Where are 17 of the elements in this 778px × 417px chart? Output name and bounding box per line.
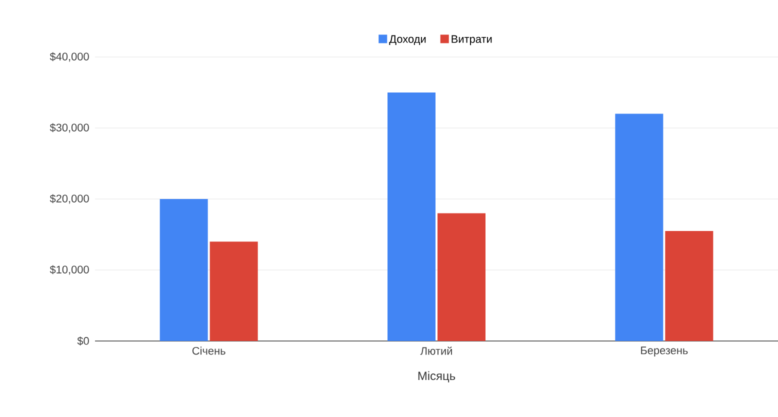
y-tick-label: $20,000 bbox=[50, 194, 89, 204]
bar bbox=[615, 114, 664, 341]
bar bbox=[438, 213, 486, 341]
y-tick-label: $0 bbox=[77, 336, 89, 346]
y-tick-label: $10,000 bbox=[50, 265, 89, 275]
bar bbox=[210, 242, 258, 341]
bar bbox=[160, 199, 208, 341]
y-tick-label: $40,000 bbox=[50, 52, 89, 62]
bar bbox=[665, 230, 714, 341]
x-tick-label: Березень bbox=[641, 346, 688, 356]
x-axis-title: Місяць bbox=[418, 371, 456, 382]
x-tick-label: Січень bbox=[192, 346, 226, 355]
y-tick-label: $30,000 bbox=[50, 123, 89, 133]
legend-label: Доходи bbox=[389, 35, 426, 45]
bar bbox=[388, 92, 436, 341]
legend-label: Витрати bbox=[452, 35, 492, 46]
x-tick-label: Лютий bbox=[420, 346, 452, 355]
